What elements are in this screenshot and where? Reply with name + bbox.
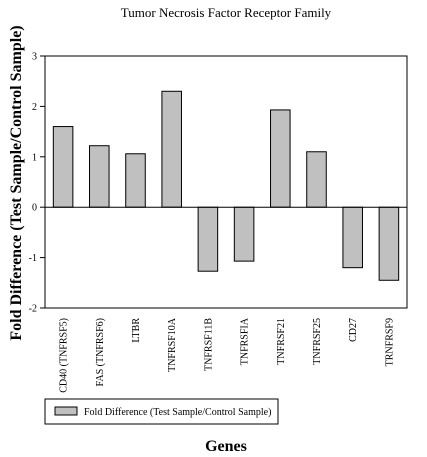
bar <box>52 126 74 208</box>
bar <box>233 206 255 262</box>
bar <box>378 206 400 281</box>
x-tick-label: LTBR <box>131 318 142 343</box>
y-tick-label: 3 <box>32 52 37 63</box>
y-tick-label: -2 <box>29 304 37 315</box>
bar <box>306 151 327 208</box>
bar <box>342 206 363 269</box>
bar <box>161 90 182 208</box>
legend-box <box>44 398 279 425</box>
x-tick-label: TNFRSF11B <box>203 318 214 371</box>
bar <box>125 153 146 208</box>
x-tick-label: TNFRSF10A <box>167 317 178 372</box>
bar <box>197 206 219 272</box>
legend: Fold Difference (Test Sample/Control Sam… <box>44 398 279 425</box>
y-tick-label: 2 <box>32 102 37 113</box>
x-tick-label: CD27 <box>348 318 359 342</box>
plot-frame <box>44 55 408 309</box>
x-tick-label: CD40 (TNFRSF5) <box>59 318 70 393</box>
x-tick-label: TNFRSFIA <box>240 317 251 365</box>
legend-swatch <box>54 406 78 416</box>
plot-area: -2 -1 0 1 2 3 CD40 (TNFRSF5) FAS (TNFRSF6) LTBR T… <box>29 52 408 393</box>
x-axis-label: Genes <box>205 438 247 455</box>
x-tick-label: TNFRSF25 <box>312 318 323 365</box>
y-tick-label: 0 <box>32 203 37 214</box>
bar <box>89 145 110 208</box>
chart-title: Tumor Necrosis Factor Receptor Family <box>121 5 332 20</box>
y-axis-label: Fold Difference (Test Sample/Control Sam… <box>8 25 25 340</box>
x-tick-label: TRNFRSF9 <box>384 318 395 366</box>
x-tick-label: FAS (TNFRSF6) <box>95 318 106 386</box>
bar <box>270 109 291 208</box>
y-tick-label: 1 <box>32 152 37 163</box>
x-tick-label: TNFRSF21 <box>276 318 287 365</box>
legend-label: Fold Difference (Test Sample/Control Sam… <box>84 407 271 418</box>
y-tick-label: -1 <box>29 253 37 264</box>
